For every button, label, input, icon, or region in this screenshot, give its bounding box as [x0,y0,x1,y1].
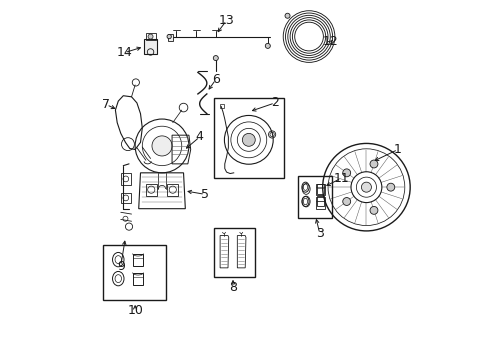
Bar [145,33,155,40]
Bar [145,184,156,196]
Text: 2: 2 [270,96,278,109]
Circle shape [167,35,171,39]
Text: 14: 14 [116,46,132,59]
Circle shape [213,55,218,60]
Text: 7: 7 [102,98,110,111]
Text: 3: 3 [315,227,323,240]
Bar [316,184,325,195]
Circle shape [342,198,350,206]
Circle shape [242,134,255,146]
Bar [167,184,178,196]
Circle shape [148,34,153,39]
Text: 1: 1 [393,143,401,156]
Bar [214,98,284,178]
Bar [121,193,131,203]
Circle shape [342,169,350,177]
Text: 4: 4 [195,130,203,144]
Bar [298,176,332,218]
Bar [214,228,255,277]
Bar [144,40,157,54]
Circle shape [386,183,394,191]
Bar [102,244,165,300]
Circle shape [369,160,377,168]
Text: 12: 12 [322,35,338,49]
Text: 9: 9 [117,260,124,273]
Text: 5: 5 [201,188,209,201]
Text: 11: 11 [333,172,348,185]
Text: 13: 13 [218,14,234,27]
Circle shape [152,136,172,156]
Text: 8: 8 [228,281,237,294]
Text: 10: 10 [127,305,143,318]
Bar [316,184,324,194]
Circle shape [361,182,371,192]
Circle shape [285,13,289,18]
Circle shape [265,43,270,48]
Text: 6: 6 [211,73,219,86]
Bar [121,173,131,185]
Bar [132,273,143,285]
Circle shape [369,206,377,214]
Bar [168,34,173,41]
Bar [220,104,223,108]
Bar [316,196,324,206]
Bar [132,253,143,266]
Bar [316,197,325,209]
